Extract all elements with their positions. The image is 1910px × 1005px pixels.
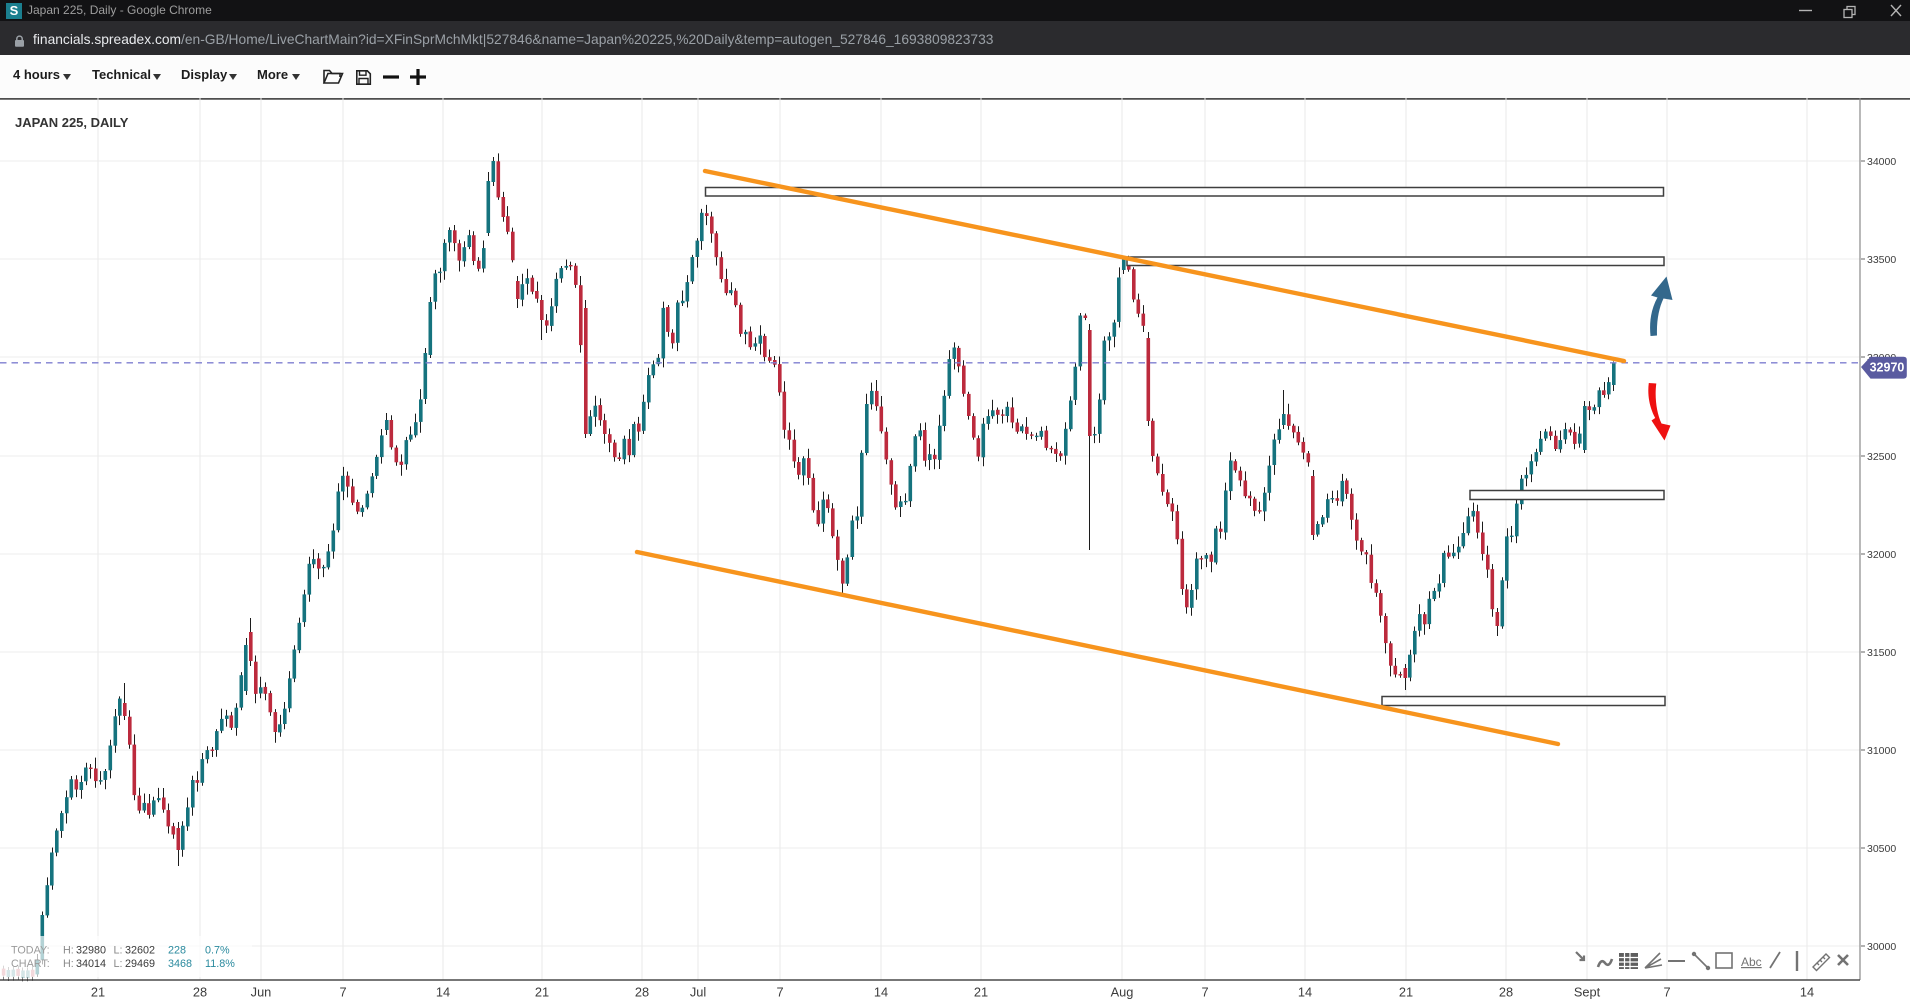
svg-text:21: 21 [974,985,988,1000]
svg-text:7: 7 [339,985,346,1000]
svg-text:CHART:: CHART: [11,958,50,970]
svg-text:Jun: Jun [251,985,272,1000]
svg-text:21: 21 [1399,985,1413,1000]
svg-text:0.7%: 0.7% [205,945,230,957]
svg-text:TODAY:: TODAY: [11,945,50,957]
svg-text:29469: 29469 [125,958,155,970]
svg-text:32000: 32000 [1867,549,1896,561]
svg-text:34000: 34000 [1867,156,1896,168]
svg-text:Sept: Sept [1574,985,1601,1000]
svg-text:14: 14 [436,985,450,1000]
svg-text:7: 7 [1201,985,1208,1000]
svg-text:32970: 32970 [1870,361,1905,375]
svg-text:JAPAN 225, DAILY: JAPAN 225, DAILY [15,115,129,130]
svg-text:33500: 33500 [1867,254,1896,266]
svg-text:7: 7 [1663,985,1670,1000]
svg-text:30000: 30000 [1867,941,1896,953]
svg-text:32980: 32980 [76,945,106,957]
svg-text:28: 28 [1499,985,1513,1000]
svg-text:H:: H: [63,958,74,970]
svg-text:21: 21 [535,985,549,1000]
svg-text:L:: L: [114,945,123,957]
svg-text:31500: 31500 [1867,647,1896,659]
svg-text:14: 14 [874,985,888,1000]
svg-text:28: 28 [193,985,207,1000]
svg-text:H:: H: [63,945,74,957]
svg-text:3468: 3468 [168,958,192,970]
svg-text:Aug: Aug [1111,985,1134,1000]
svg-text:Abc: Abc [1741,955,1762,969]
svg-text:34014: 34014 [76,958,106,970]
svg-text:L:: L: [114,958,123,970]
svg-text:30500: 30500 [1867,843,1896,855]
svg-text:28: 28 [635,985,649,1000]
svg-text:32500: 32500 [1867,451,1896,463]
svg-text:Jul: Jul [690,985,706,1000]
svg-text:11.8%: 11.8% [205,958,235,970]
svg-text:14: 14 [1298,985,1312,1000]
svg-text:228: 228 [168,945,186,957]
svg-text:21: 21 [91,985,105,1000]
svg-text:7: 7 [776,985,783,1000]
svg-text:32602: 32602 [125,945,155,957]
svg-text:14: 14 [1800,985,1814,1000]
svg-text:31000: 31000 [1867,745,1896,757]
